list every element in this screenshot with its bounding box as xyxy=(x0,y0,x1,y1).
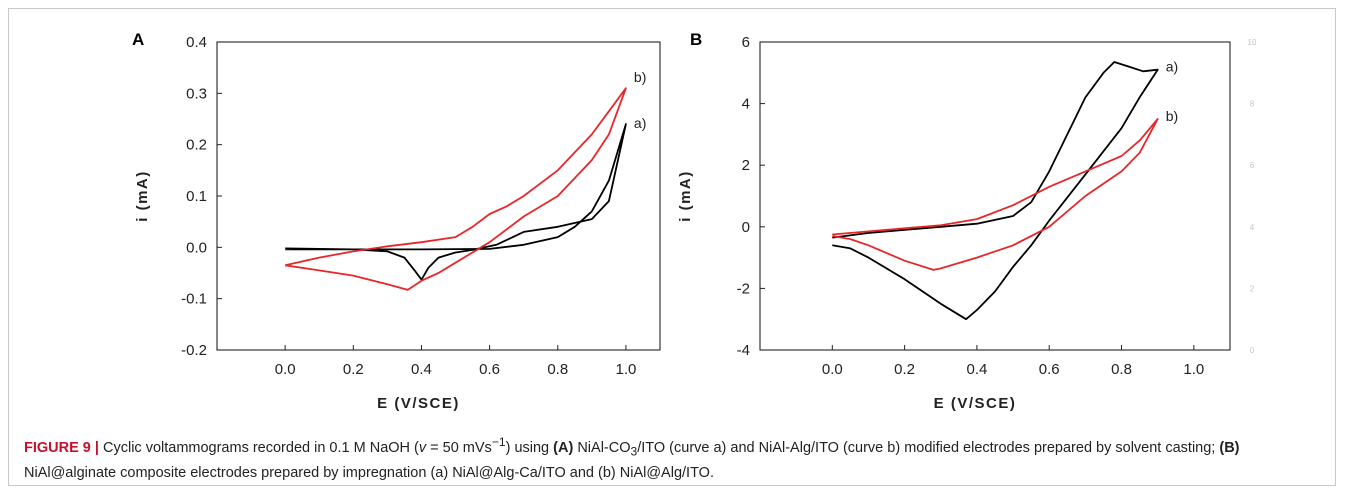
panel-a-y-tick-label: 0.0 xyxy=(186,239,207,256)
panel-b-curve-label-b: b) xyxy=(1166,108,1178,124)
panel-a-x-tick-label: 0.4 xyxy=(411,361,432,378)
panel-a-y-tick-label: -0.1 xyxy=(181,291,207,308)
caption-text-3: ) using xyxy=(505,439,554,456)
panel-b-x-axis-title: E (V/SCE) xyxy=(934,395,1017,412)
panel-b-faint-right-tick: 10 xyxy=(1248,38,1257,47)
panel-b-y-tick-label: -2 xyxy=(737,280,750,297)
panel-a-curve-label-a: a) xyxy=(634,115,646,131)
caption-subscript: 3 xyxy=(630,444,638,459)
panel-a-y-axis-title: i (mA) xyxy=(134,170,151,222)
panel-a-x-tick-label: 1.0 xyxy=(615,361,636,378)
panel-b-faint-right-tick: 8 xyxy=(1250,100,1255,109)
panel-b-x-tick-label: 1.0 xyxy=(1183,361,1204,378)
panel-b-x-tick-label: 0.8 xyxy=(1111,361,1132,378)
panel-a-x-axis-title: E (V/SCE) xyxy=(377,395,460,412)
panel-a-y-tick-label: 0.4 xyxy=(186,34,207,51)
panel-b-x-tick-label: 0.2 xyxy=(894,361,915,378)
panel-a-y-tick-label: -0.2 xyxy=(181,342,207,359)
panel-a-letter: A xyxy=(132,30,144,49)
panel-b-faint-right-tick: 6 xyxy=(1250,161,1255,170)
panel-b-y-axis-title: i (mA) xyxy=(677,170,694,222)
panel-b-axis-box xyxy=(759,41,1231,351)
panel-b-curve-label-a: a) xyxy=(1166,59,1178,75)
panel-b-faint-right-tick: 2 xyxy=(1250,284,1255,293)
caption-text-4: NiAl-CO xyxy=(573,439,631,456)
panel-b-faint-right-tick: 4 xyxy=(1250,223,1255,232)
panel-b-y-tick-label: 4 xyxy=(742,96,750,113)
figure-frame xyxy=(8,8,1336,486)
caption-superscript: −1 xyxy=(491,435,506,449)
figure-caption: FIGURE 9 | Cyclic voltammograms recorded… xyxy=(24,432,1324,484)
caption-nu-symbol: v xyxy=(418,439,427,456)
panel-b-curve-a xyxy=(832,61,1159,321)
panel-b-faint-right-tick: 0 xyxy=(1250,346,1255,355)
panel-b-x-tick-label: 0.0 xyxy=(822,361,843,378)
panel-b-y-tick-label: -4 xyxy=(737,342,750,359)
panel-b-x-tick-label: 0.6 xyxy=(1039,361,1060,378)
panel-a-x-tick-label: 0.8 xyxy=(547,361,568,378)
panel-a-y-tick-label: 0.3 xyxy=(186,85,207,102)
panel-b-y-tick-label: 0 xyxy=(742,219,750,236)
panel-b-chart: B -4 -2 0 2 4 6 0.0 0.2 0.4 0.6 0.8 1.0 10 8 6 4 2 0 E (V/S… xyxy=(677,30,1257,412)
caption-text-2: = 50 mVs xyxy=(426,439,492,456)
panel-a-x-tick-label: 0.0 xyxy=(275,361,296,378)
figure-charts: A -0.2 -0.1 0.0 0.1 0.2 0.3 0.4 0.0 0.2 0.4 0.6 0.8 1… xyxy=(132,30,1257,412)
panel-b-letter: B xyxy=(690,30,702,49)
panel-a-y-tick-label: 0.1 xyxy=(186,188,207,205)
panel-a-curve-a xyxy=(285,123,627,281)
panel-a-x-tick-label: 0.2 xyxy=(343,361,364,378)
caption-text-1: Cyclic voltammograms recorded in 0.1 M N… xyxy=(98,439,419,456)
figure-number: FIGURE 9 | xyxy=(24,439,99,456)
panel-a-y-tick-label: 0.2 xyxy=(186,137,207,154)
caption-ref-b: (B) xyxy=(1219,439,1240,456)
panel-a-curve-b xyxy=(285,87,627,291)
caption-text-6: NiAl@alginate composite electrodes prepa… xyxy=(24,464,714,481)
panel-b-x-tick-label: 0.4 xyxy=(966,361,987,378)
panel-a-axis-box xyxy=(216,41,661,351)
panel-a-chart: A -0.2 -0.1 0.0 0.1 0.2 0.3 0.4 0.0 0.2 0.4 0.6 0.8 1… xyxy=(132,30,661,412)
panel-a-x-tick-label: 0.6 xyxy=(479,361,500,378)
panel-b-y-tick-label: 6 xyxy=(742,34,750,51)
panel-b-y-tick-label: 2 xyxy=(742,157,750,174)
panel-a-curve-label-b: b) xyxy=(634,69,646,85)
panel-b-curve-b xyxy=(832,118,1159,271)
caption-ref-a: (A) xyxy=(553,439,574,456)
caption-text-5: /ITO (curve a) and NiAl-Alg/ITO (curve b… xyxy=(637,439,1220,456)
